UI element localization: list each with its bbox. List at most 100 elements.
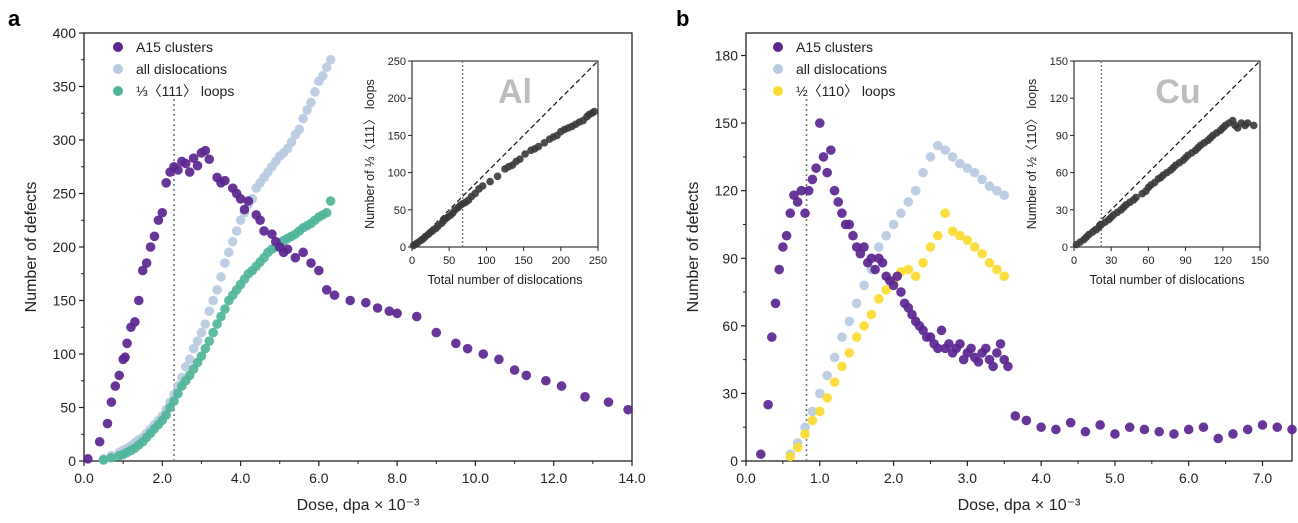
data-point-a15 [114,370,125,381]
inset-y-tick-label: 120 [1050,93,1068,105]
inset-x-axis-label: Total number of dislocations [428,273,583,287]
legend-marker-a15 [773,42,783,52]
data-point-a15 [955,339,965,349]
data-point-dislocations [874,242,884,252]
data-point-dislocations [851,298,862,309]
data-point-a15 [973,357,984,367]
data-point-a15 [200,145,211,156]
data-point-loops_cu [859,321,869,331]
inset-x-axis-label: Total number of dislocations [1090,273,1245,287]
data-point-dislocations [180,362,191,372]
data-point-loops_cu [881,285,891,295]
data-point-loops_al [325,196,336,206]
data-point-loops_al [161,410,171,420]
plot-frame [745,32,1293,462]
x-tick-label: 2.0 [153,470,173,486]
data-point-a15 [988,361,998,372]
data-point-dislocations [188,343,199,354]
inset-data-point [1250,121,1258,130]
data-point-a15 [188,153,199,163]
data-point-loops_cu [866,309,877,320]
inset-x-tick-label: 150 [514,255,532,267]
data-point-dislocations [984,181,995,191]
data-point-loops_al [173,388,183,399]
data-point-loops_cu [962,235,973,246]
inset-y-tick-label: 100 [388,168,406,180]
x-tick-label: 14.0 [618,470,645,486]
series-a15 [755,118,1297,460]
data-point-loops_cu [918,257,928,268]
data-point-dislocations [220,258,230,268]
data-point-dislocations [925,152,936,162]
data-point-loops_al [216,311,226,322]
panel-letter-b: b [676,6,689,31]
inset-chart-b: 0 30 60 90 120 150 0 30 60 90 120 150 Total number o… [1012,51,1276,293]
data-point-dislocations [231,226,242,236]
series-loops_cu [785,208,1010,462]
data-point-dislocations [235,215,246,226]
data-point-loops_cu [955,230,965,241]
y-tick-label: 100 [53,346,77,362]
data-point-a15 [1003,361,1013,372]
y-tick-label: 180 [715,48,739,64]
data-point-a15 [826,145,836,155]
x-tick-label: 1.0 [810,470,830,486]
inset-y-axis-label: Number of ½〈110〉 loops [1025,79,1039,230]
data-point-a15 [1242,424,1253,435]
legend-marker-dislocations [773,64,783,74]
data-point-a15 [556,381,567,391]
data-point-a15 [184,167,195,177]
inset-chart-a: 0 50 100 150 200 250 0 50 100 150 200 250 Total numb… [350,51,614,293]
inset-x-tick-label: 90 [1179,255,1191,267]
data-point-dislocations [227,236,238,247]
inset-y-tick-label: 0 [1062,242,1068,254]
data-point-loops_al [169,396,179,406]
data-point-a15 [811,163,821,173]
data-point-loops_cu [933,230,943,241]
data-point-loops_al [98,455,109,465]
data-point-loops_cu [829,377,840,387]
data-point-dislocations [940,145,951,155]
data-point-a15 [1124,422,1135,433]
x-tick-label: 2.0 [884,470,904,486]
y-tick-label: 50 [60,400,76,416]
data-point-dislocations [859,280,869,291]
data-point-dislocations [962,163,973,173]
data-point-a15 [781,230,792,241]
data-point-a15 [822,167,832,178]
data-point-a15 [1183,424,1194,435]
legend-marker-loops_al [113,86,123,96]
data-point-dislocations [204,306,215,317]
data-point-a15 [451,338,461,349]
data-point-a15 [803,185,814,196]
data-point-loops_cu [807,415,818,426]
y-tick-label: 120 [715,183,739,199]
x-tick-label: 12.0 [540,470,567,486]
data-point-a15 [792,197,803,207]
data-point-a15 [541,375,551,386]
inset-data-point [1132,193,1140,202]
y-tick-label: 150 [715,115,739,131]
inset-diagonal-line [1073,60,1261,248]
inset-data-point [534,142,543,151]
legend-label-a15: A15 clusters [136,39,213,55]
data-point-a15 [1080,426,1091,437]
data-point-dislocations [933,140,943,151]
data-point-dislocations [992,185,1002,196]
inset-x-tick-label: 50 [443,255,455,267]
x-tick-label: 6.0 [1179,470,1199,486]
data-point-a15 [814,118,825,128]
data-point-a15 [866,253,877,264]
x-tick-label: 10.0 [462,470,489,486]
data-point-dislocations [298,113,309,124]
inset-x-tick-label: 250 [589,255,607,267]
data-point-a15 [1010,411,1021,421]
x-axis-label: Dose, dpa × 10⁻³ [297,497,420,514]
inset-x-tick-label: 120 [1214,255,1232,267]
y-tick-label: 90 [722,250,738,266]
inset-data-point [516,155,524,164]
data-point-a15 [1139,424,1150,435]
legend-label-a15: A15 clusters [796,39,873,55]
inset-background [350,51,614,293]
